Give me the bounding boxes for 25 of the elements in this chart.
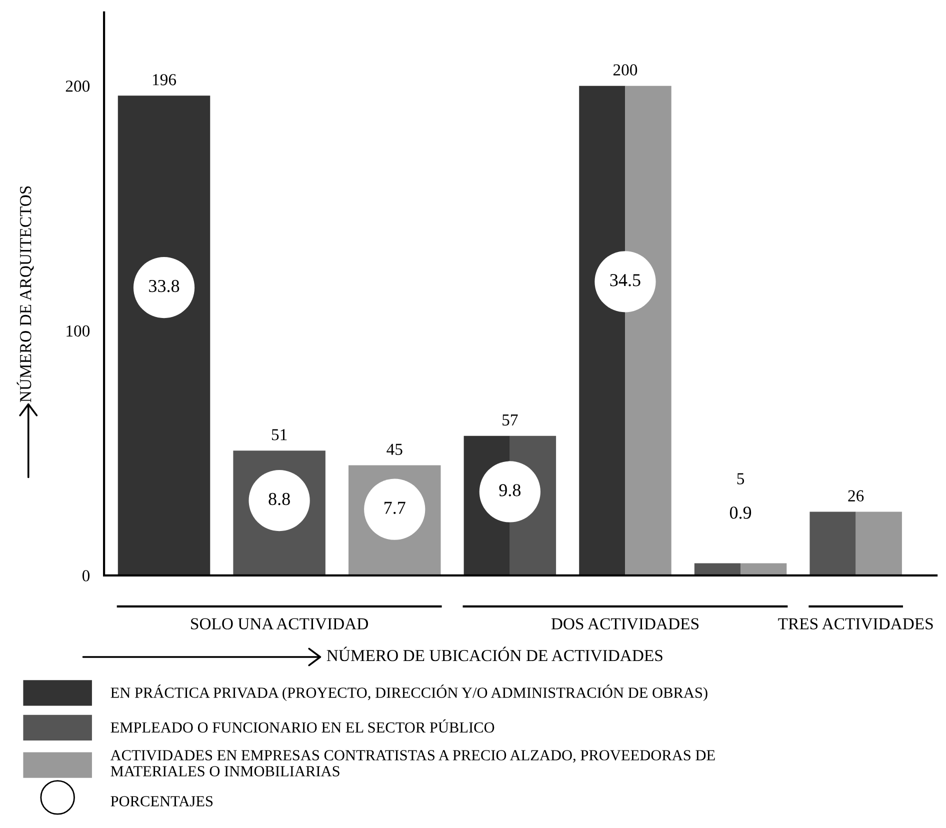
x-tick-label: DOS ACTIVIDADES [551, 618, 699, 630]
y-tick-label: 200 [66, 80, 90, 92]
y-axis-title: NÚMERO DE ARQUITECTOS [16, 186, 34, 402]
text: PORCENTAJES [110, 796, 213, 806]
text: 196 [152, 74, 176, 86]
y-tick-label: 0 [82, 570, 90, 582]
text: 26 [848, 490, 864, 502]
text: 51 [272, 429, 287, 440]
annotation: 8.8 [268, 492, 290, 506]
text: 200 [613, 64, 638, 76]
x-tick-label: SOLO UNA ACTIVIDAD [191, 618, 368, 630]
x-axis-title: NÚMERO DE UBICACIÓN DE ACTIVIDADES [326, 646, 662, 662]
text: 57 [502, 414, 518, 426]
annotation: 9.8 [499, 484, 521, 496]
legend-label: EN PRÁCTICA PRIVADA (PROYECTO, DIRECCIÓN Y/O ADMINISTRACIÓN DE OBRAS) [110, 684, 708, 701]
y-tick-label: 100 [66, 325, 90, 337]
x-tick-label: TRES ACTIVIDADES [778, 618, 933, 630]
annotation: 33.8 [149, 280, 180, 292]
text: 5 [737, 473, 744, 484]
annotation: 7.7 [384, 502, 406, 514]
annotation: 0.9 [730, 506, 752, 519]
legend-label: ACTIVIDADES EN EMPRESAS CONTRATISTAS A PRECIO ALZADO, PROVEEDORAS DE MATERIALES O INMOBILIARIAS [110, 750, 715, 776]
annotation: 34.5 [610, 274, 640, 286]
text: 45 [386, 444, 402, 455]
legend-label: EMPLEADO O FUNCIONARIO EN EL SECTOR PÚBLICO [110, 719, 494, 733]
